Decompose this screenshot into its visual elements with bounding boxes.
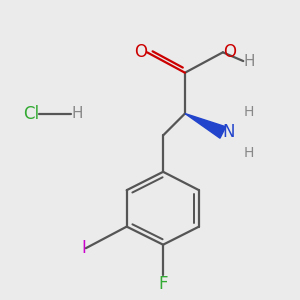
Polygon shape — [185, 113, 226, 138]
Text: Cl: Cl — [23, 104, 39, 122]
Text: I: I — [81, 239, 86, 257]
Text: H: H — [243, 54, 255, 69]
Text: H: H — [71, 106, 83, 121]
Text: H: H — [243, 146, 254, 160]
Text: O: O — [134, 43, 147, 61]
Text: F: F — [158, 275, 168, 293]
Text: H: H — [243, 105, 254, 119]
Text: O: O — [223, 43, 236, 61]
Text: N: N — [223, 124, 236, 142]
